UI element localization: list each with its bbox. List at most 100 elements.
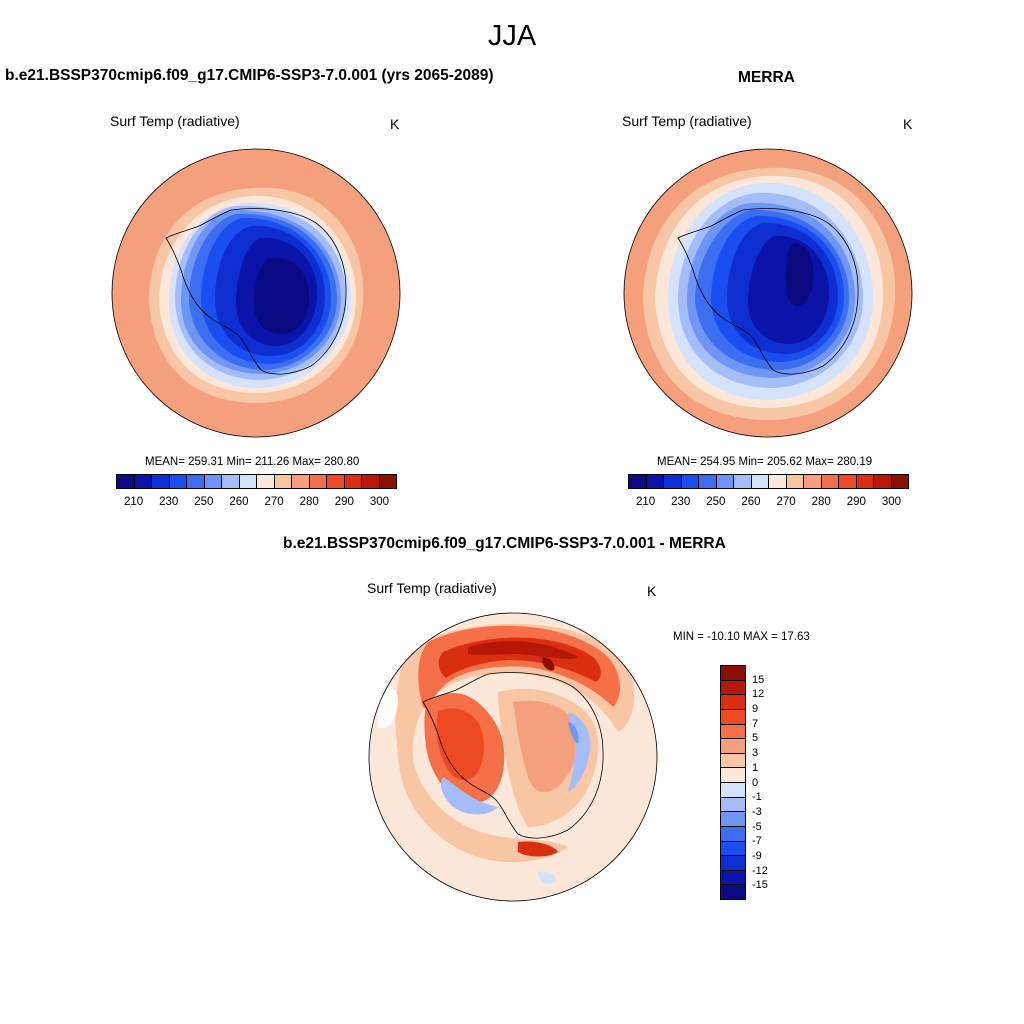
model-colorbar-tick-label: 230 [159,496,179,508]
obs-colorbar-swatch [839,475,857,488]
model-colorbar-tick-label: 290 [334,496,354,508]
model-stats-label: MEAN= 259.31 Min= 211.26 Max= 280.80 [145,456,360,468]
obs-colorbar-swatch [629,475,647,488]
obs-colorbar-swatch [734,475,752,488]
diff-colorbar-tick-label: -12 [752,864,768,877]
model-colorbar-swatch [152,475,170,488]
model-colorbar-tick-label: 270 [264,496,284,508]
diff-colorbar-swatch [721,666,745,681]
obs-colorbar-tick-label: 250 [706,496,726,508]
model-colorbar-swatch [117,475,135,488]
diff-colorbar-swatch [721,753,745,769]
diff-colorbar-swatch [721,870,745,886]
model-colorbar-swatch [309,475,327,488]
obs-colorbar-swatch [874,475,892,488]
obs-colorbar-ticks: 210 230 250 260 270 280 290 300 [628,496,909,510]
obs-stats-label: MEAN= 254.95 Min= 205.62 Max= 280.19 [657,456,873,468]
obs-units-label: K [903,116,913,132]
obs-colorbar-tick-label: 300 [881,496,902,508]
model-colorbar-swatch [327,475,345,488]
diff-colorbar-swatch [721,739,745,754]
obs-colorbar [628,474,909,489]
diff-colorbar-swatch [721,783,745,798]
obs-colorbar-swatch [769,475,787,488]
obs-colorbar-swatch [646,475,664,488]
diff-polar-map [368,612,658,902]
obs-colorbar-swatch [804,475,822,488]
model-colorbar-tick-label: 260 [229,496,249,508]
model-colorbar-tick-label: 300 [369,496,390,508]
diff-colorbar-swatch [721,885,745,899]
diff-colorbar-tick-label: -9 [752,849,762,862]
diff-colorbar-swatch [721,709,745,725]
diff-units-label: K [647,583,657,599]
diff-colorbar-tick-label: 15 [752,673,765,686]
model-colorbar-swatch [187,475,205,488]
model-polar-map [111,148,401,438]
model-colorbar-swatch [274,475,292,488]
model-colorbar-swatch [292,475,310,488]
diff-colorbar-swatch [721,826,745,842]
diff-colorbar-swatch [721,797,745,813]
diff-colorbar-ticks: 15 12 9 7 5 3 1 0 -1 -3 -5 -7 -9 -12 -15 [752,665,792,900]
diff-stats-label: MIN = -10.10 MAX = 17.63 [673,631,810,643]
model-panel-title: b.e21.BSSP370cmip6.f09_g17.CMIP6-SSP3-7.… [5,67,494,84]
obs-colorbar-swatch [664,475,682,488]
diff-colorbar-swatch [721,768,745,783]
model-colorbar-swatch [379,475,396,488]
diff-panel-title: b.e21.BSSP370cmip6.f09_g17.CMIP6-SSP3-7.… [283,535,726,552]
model-colorbar-swatch [362,475,380,488]
obs-colorbar-swatch [821,475,839,488]
obs-polar-map [623,148,913,438]
diff-colorbar-tick-label: -15 [752,879,768,892]
model-colorbar-ticks: 210 230 250 260 270 280 290 300 [116,496,397,510]
diff-colorbar-swatch [721,841,745,857]
diff-colorbar-tick-label: 12 [752,688,765,701]
diff-colorbar-swatch [721,680,745,696]
obs-colorbar-swatch [856,475,874,488]
figure-title: JJA [487,20,537,52]
model-colorbar-tick-label: 280 [299,496,319,508]
model-colorbar-tick-label: 210 [123,496,144,508]
diff-colorbar-tick-label: -5 [752,820,762,833]
obs-colorbar-swatch [751,475,769,488]
obs-colorbar-tick-label: 270 [776,496,796,508]
model-colorbar-swatch [169,475,187,488]
obs-colorbar-tick-label: 260 [741,496,761,508]
model-colorbar-swatch [344,475,362,488]
model-colorbar-swatch [257,475,275,488]
obs-colorbar-tick-label: 230 [671,496,691,508]
model-colorbar [116,474,397,489]
model-colorbar-swatch [134,475,152,488]
model-colorbar-swatch [222,475,240,488]
obs-colorbar-swatch [716,475,734,488]
diff-colorbar-swatch [721,856,745,871]
diff-colorbar-swatch [721,812,745,827]
diff-colorbar-tick-label: 9 [752,703,759,716]
obs-variable-label: Surf Temp (radiative) [622,113,752,129]
diff-colorbar-tick-label: 7 [752,717,759,730]
model-colorbar-swatch [239,475,257,488]
model-colorbar-tick-label: 250 [194,496,214,508]
diff-colorbar-tick-label: 1 [752,761,759,774]
diff-colorbar-tick-label: 3 [752,747,759,760]
obs-colorbar-swatch [699,475,717,488]
model-units-label: K [390,116,400,132]
model-colorbar-swatch [204,475,222,488]
diff-colorbar [720,665,746,900]
obs-colorbar-tick-label: 280 [811,496,831,508]
obs-colorbar-swatch [891,475,908,488]
obs-panel-title: MERRA [738,69,795,86]
diff-colorbar-swatch [721,695,745,710]
diff-variable-label: Surf Temp (radiative) [367,580,497,596]
obs-colorbar-tick-label: 290 [846,496,866,508]
diff-colorbar-tick-label: -1 [752,791,762,804]
diff-colorbar-tick-label: 5 [752,732,759,745]
diff-colorbar-tick-label: 0 [752,776,759,789]
model-variable-label: Surf Temp (radiative) [110,113,240,129]
obs-colorbar-swatch [681,475,699,488]
diff-colorbar-swatch [721,724,745,740]
obs-colorbar-tick-label: 210 [635,496,656,508]
obs-colorbar-swatch [786,475,804,488]
diff-colorbar-tick-label: -7 [752,835,762,848]
